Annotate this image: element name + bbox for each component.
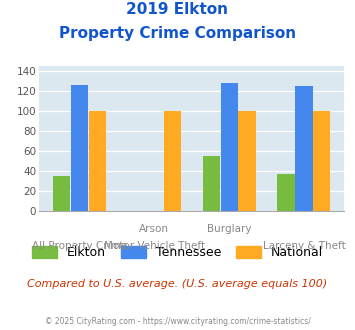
Text: Burglary: Burglary — [207, 224, 251, 234]
Legend: Elkton, Tennessee, National: Elkton, Tennessee, National — [27, 241, 328, 264]
Bar — [164, 111, 181, 211]
Bar — [220, 83, 238, 211]
Bar — [313, 111, 331, 211]
Text: All Property Crime: All Property Crime — [32, 241, 127, 251]
Bar — [203, 156, 220, 211]
Text: Arson: Arson — [139, 224, 169, 234]
Text: Property Crime Comparison: Property Crime Comparison — [59, 26, 296, 41]
Text: Motor Vehicle Theft: Motor Vehicle Theft — [104, 241, 205, 251]
Text: Larceny & Theft: Larceny & Theft — [263, 241, 345, 251]
Bar — [277, 174, 295, 211]
Bar — [53, 176, 70, 211]
Bar — [89, 111, 106, 211]
Bar — [239, 111, 256, 211]
Text: 2019 Elkton: 2019 Elkton — [126, 2, 229, 16]
Bar — [295, 86, 312, 211]
Bar — [71, 85, 88, 211]
Text: Compared to U.S. average. (U.S. average equals 100): Compared to U.S. average. (U.S. average … — [27, 279, 328, 289]
Text: © 2025 CityRating.com - https://www.cityrating.com/crime-statistics/: © 2025 CityRating.com - https://www.city… — [45, 317, 310, 326]
